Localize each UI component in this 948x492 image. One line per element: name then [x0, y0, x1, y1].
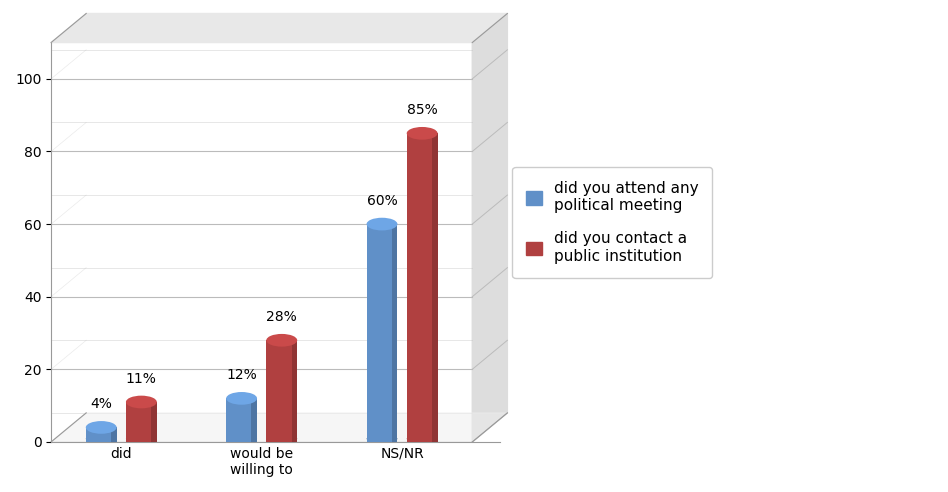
- Bar: [227, 399, 257, 442]
- Bar: [251, 399, 257, 442]
- Bar: [126, 402, 156, 442]
- Polygon shape: [51, 13, 507, 42]
- Bar: [266, 340, 298, 442]
- Bar: [152, 402, 156, 442]
- Text: 60%: 60%: [367, 194, 397, 208]
- Polygon shape: [472, 13, 507, 442]
- Ellipse shape: [85, 421, 117, 434]
- Legend: did you attend any
political meeting, did you contact a
public institution: did you attend any political meeting, di…: [513, 167, 712, 277]
- Ellipse shape: [227, 435, 257, 442]
- Ellipse shape: [407, 127, 438, 140]
- Text: 85%: 85%: [407, 103, 438, 117]
- Ellipse shape: [266, 334, 298, 347]
- Ellipse shape: [367, 218, 397, 230]
- Text: 28%: 28%: [266, 310, 297, 324]
- Bar: [85, 428, 117, 442]
- Ellipse shape: [126, 435, 156, 442]
- Ellipse shape: [126, 396, 156, 408]
- Ellipse shape: [367, 435, 397, 442]
- Ellipse shape: [266, 435, 298, 442]
- Bar: [111, 428, 117, 442]
- Bar: [432, 133, 438, 442]
- Ellipse shape: [85, 435, 117, 442]
- Text: 11%: 11%: [126, 371, 156, 386]
- Bar: [367, 224, 397, 442]
- Ellipse shape: [227, 392, 257, 405]
- Polygon shape: [51, 413, 507, 442]
- Text: 12%: 12%: [227, 368, 257, 382]
- Bar: [292, 340, 298, 442]
- Text: 4%: 4%: [90, 397, 112, 411]
- Bar: [407, 133, 438, 442]
- Bar: [392, 224, 397, 442]
- Ellipse shape: [407, 435, 438, 442]
